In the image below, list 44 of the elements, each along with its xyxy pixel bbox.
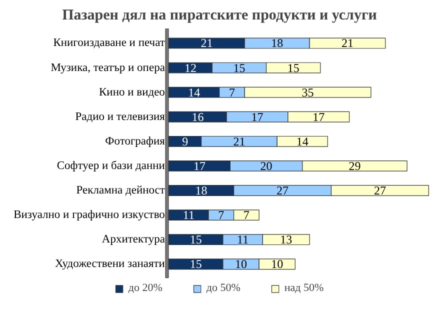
chart-title: Пазарен дял на пиратските продукти и услуги xyxy=(62,8,378,24)
data-label: 16 xyxy=(192,110,204,124)
data-label: 11 xyxy=(182,208,194,222)
y-tick-label: Книгоиздаване и печат xyxy=(53,37,165,50)
data-label: 14 xyxy=(188,85,200,100)
data-label: 13 xyxy=(280,232,292,247)
data-label: 29 xyxy=(348,158,361,173)
data-label: 15 xyxy=(233,60,246,75)
data-label: 27 xyxy=(276,184,289,198)
data-label: 15 xyxy=(287,60,300,75)
y-tick-label: Художествени занаяти xyxy=(54,258,165,270)
data-label: 14 xyxy=(296,134,308,148)
data-label: 18 xyxy=(195,184,208,198)
data-label: 11 xyxy=(237,232,249,247)
data-label: 7 xyxy=(243,208,250,222)
data-label: 9 xyxy=(182,134,188,148)
legend-label: до 50% xyxy=(206,282,240,294)
y-tick-label: Софтуер и бази данни xyxy=(56,160,165,172)
y-tick-label: Кино и видео xyxy=(99,86,166,98)
data-label: 21 xyxy=(341,36,354,50)
data-label: 17 xyxy=(251,110,264,124)
data-label: 7 xyxy=(218,208,224,222)
data-label: 17 xyxy=(312,110,325,124)
y-tick-label: Музика, театър и опера xyxy=(50,62,165,74)
y-tick-label: Архитектура xyxy=(102,234,165,246)
data-label: 21 xyxy=(200,36,213,50)
y-tick-label: Рекламна дейност xyxy=(76,184,165,196)
data-label: 7 xyxy=(228,85,235,100)
legend-label: над 50% xyxy=(284,282,324,294)
data-label: 17 xyxy=(194,158,206,173)
legend-label: до 20% xyxy=(128,282,162,294)
data-label: 20 xyxy=(260,158,272,173)
data-label: 10 xyxy=(271,257,284,272)
data-label: 12 xyxy=(184,60,196,75)
y-tick-label: Визуално и графично изкуство xyxy=(14,209,166,222)
y-tick-label: Радио и телевизия xyxy=(75,110,166,123)
data-label: 15 xyxy=(190,257,202,272)
data-label: 27 xyxy=(374,184,386,198)
y-tick-label: Фотография xyxy=(105,135,166,148)
data-label: 18 xyxy=(271,36,284,50)
data-label: 35 xyxy=(302,85,314,100)
data-label: 10 xyxy=(235,257,248,272)
data-label: 21 xyxy=(233,134,246,148)
data-label: 15 xyxy=(190,232,202,247)
